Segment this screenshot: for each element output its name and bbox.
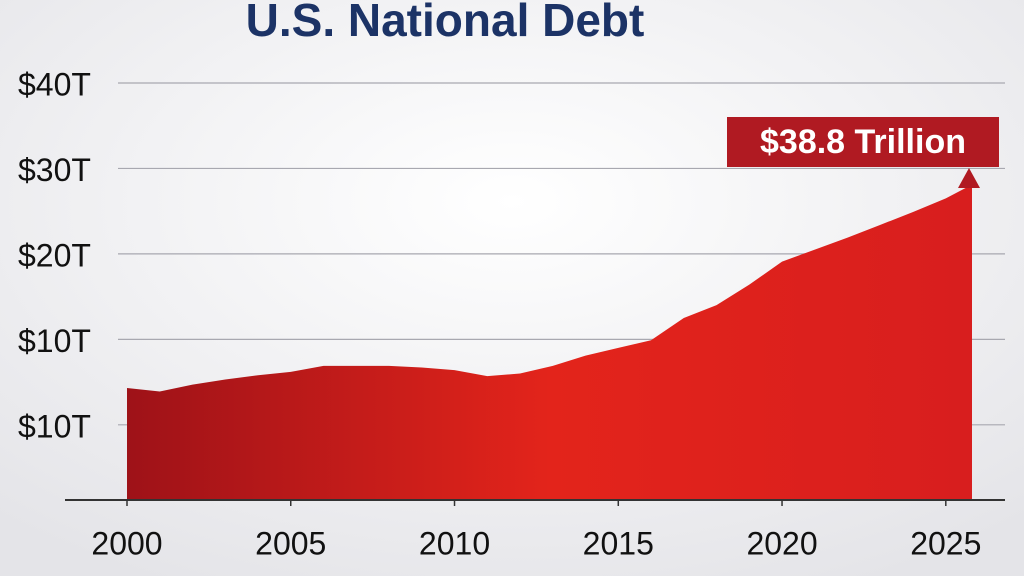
y-tick-label: $10T — [18, 408, 91, 444]
y-tick-label: $40T — [18, 66, 91, 102]
chart-title: U.S. National Debt — [246, 0, 645, 46]
x-tick-label: 2015 — [583, 525, 654, 561]
y-tick-label: $10T — [18, 323, 91, 359]
x-tick-label: 2025 — [910, 525, 981, 561]
area — [127, 184, 972, 501]
x-tick-label: 2010 — [419, 525, 490, 561]
annotation-label: $38.8 Trillion — [760, 123, 966, 161]
annotation-box — [727, 117, 999, 167]
y-tick-label: $30T — [18, 152, 91, 188]
y-tick-label: $20T — [18, 237, 91, 273]
x-tick-label: 2020 — [746, 525, 817, 561]
annotation-arrowhead — [958, 168, 980, 188]
x-tick-label: 2000 — [91, 525, 162, 561]
x-tick-label: 2005 — [255, 525, 326, 561]
